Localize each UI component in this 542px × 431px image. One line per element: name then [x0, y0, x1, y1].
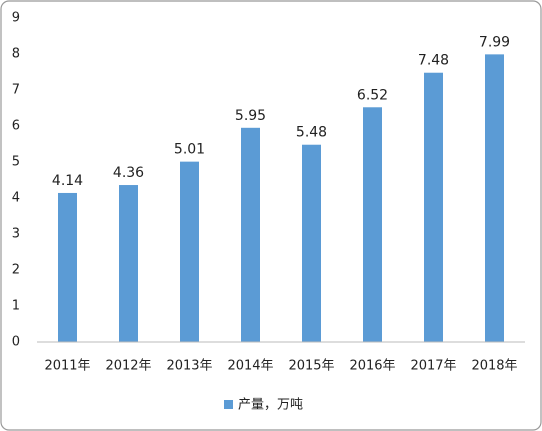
data-label: 7.99: [479, 34, 510, 50]
x-tick-label: 2014年: [227, 359, 273, 374]
legend-label: 产量，万吨: [238, 398, 303, 413]
data-label: 5.01: [174, 142, 205, 158]
y-tick-label: 0: [12, 335, 20, 350]
data-label: 6.52: [357, 87, 388, 103]
bar: [424, 72, 443, 342]
x-tick-label: 2011年: [44, 359, 90, 374]
y-tick-label: 8: [12, 47, 20, 62]
y-tick-label: 6: [12, 119, 20, 134]
y-tick-label: 9: [12, 11, 20, 26]
data-label: 5.48: [296, 125, 327, 141]
x-tick-label: 2015年: [288, 359, 334, 374]
y-tick-label: 2: [12, 263, 20, 278]
bar: [302, 144, 321, 342]
bar: [58, 192, 77, 342]
x-tick-label: 2013年: [166, 359, 212, 374]
x-tick-label: 2018年: [471, 359, 517, 374]
x-tick-label: 2016年: [349, 359, 395, 374]
data-label: 4.36: [113, 165, 144, 181]
y-tick-label: 4: [12, 191, 20, 206]
bar: [241, 127, 260, 342]
y-tick-label: 7: [12, 83, 20, 98]
x-tick-label: 2012年: [105, 359, 151, 374]
y-tick-label: 3: [12, 227, 20, 242]
bar: [119, 185, 138, 342]
y-tick-label: 5: [12, 155, 20, 170]
legend-swatch: [224, 400, 233, 409]
data-label: 4.14: [52, 173, 83, 189]
data-label: 7.48: [418, 53, 449, 69]
bar: [485, 54, 504, 343]
bar: [363, 107, 382, 342]
x-tick-label: 2017年: [410, 359, 456, 374]
data-label: 5.95: [235, 108, 266, 124]
bar: [180, 161, 199, 342]
y-tick-label: 1: [12, 299, 20, 314]
